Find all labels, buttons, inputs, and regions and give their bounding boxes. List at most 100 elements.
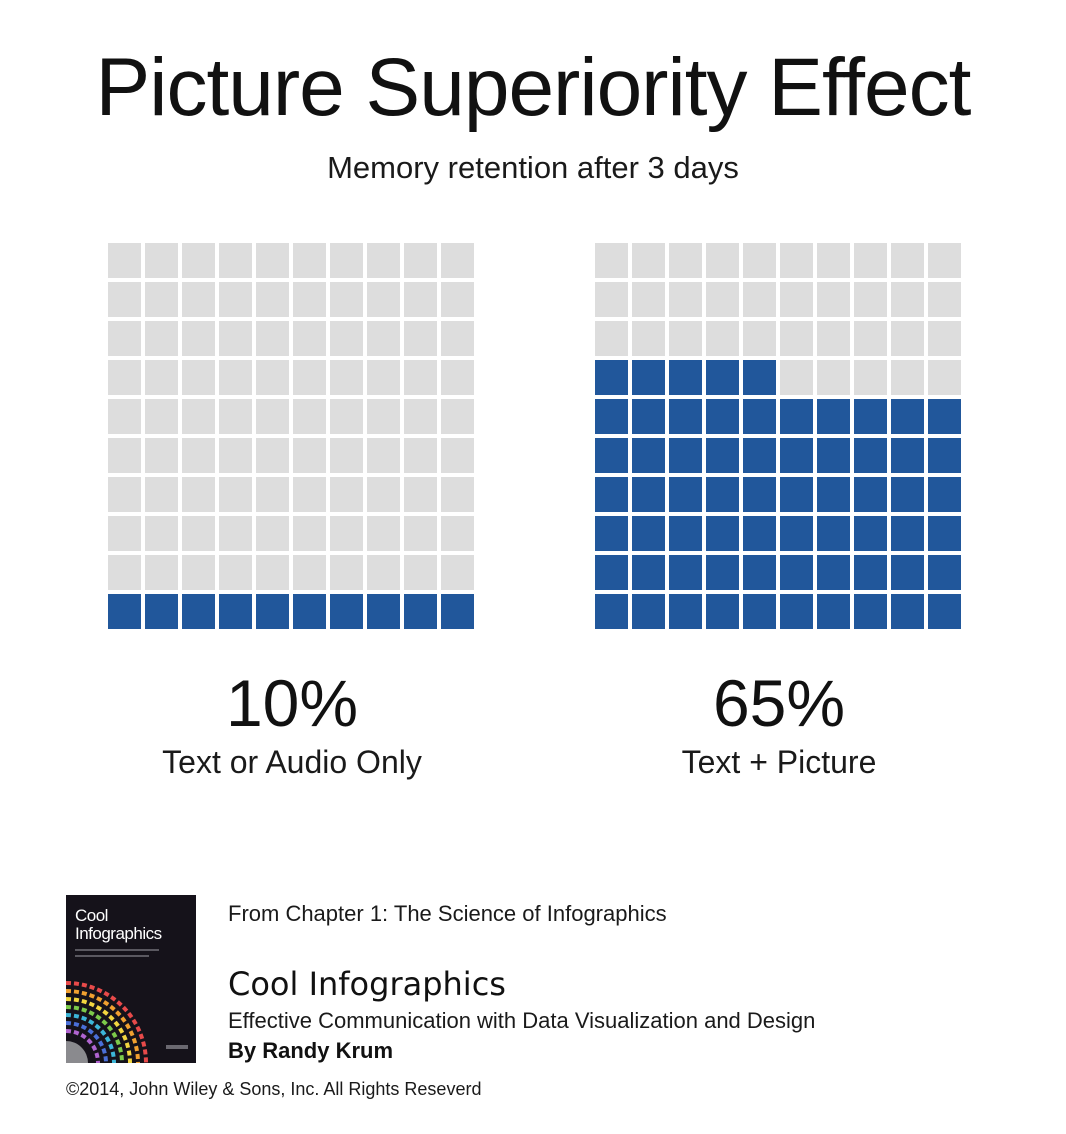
- waffle-cell-empty: [891, 321, 924, 356]
- value-label-text-or-audio-only: 10%: [225, 666, 359, 740]
- waffle-cell-filled: [817, 438, 850, 473]
- waffle-cell-empty: [854, 360, 887, 395]
- waffle-cell-empty: [256, 516, 289, 551]
- waffle-grid-text-or-audio-only: [108, 243, 478, 633]
- waffle-cell-empty: [367, 282, 400, 317]
- waffle-cell-filled: [108, 594, 141, 629]
- chart-title: Picture Superiority Effect: [95, 42, 972, 133]
- waffle-cell-empty: [891, 243, 924, 278]
- waffle-cell-empty: [108, 438, 141, 473]
- waffle-cell-filled: [706, 477, 739, 512]
- waffle-cell-filled: [743, 360, 776, 395]
- waffle-cell-empty: [595, 282, 628, 317]
- waffle-cell-empty: [145, 516, 178, 551]
- waffle-cell-empty: [182, 516, 215, 551]
- waffle-cell-empty: [108, 399, 141, 434]
- book-author: By Randy Krum: [228, 1038, 394, 1063]
- waffle-cell-empty: [595, 243, 628, 278]
- waffle-cell-empty: [706, 321, 739, 356]
- waffle-cell-filled: [891, 594, 924, 629]
- waffle-cell-filled: [780, 399, 813, 434]
- waffle-cell-empty: [441, 555, 474, 590]
- waffle-cell-filled: [441, 594, 474, 629]
- waffle-cell-empty: [441, 243, 474, 278]
- waffle-cell-empty: [367, 438, 400, 473]
- waffle-cell-empty: [441, 477, 474, 512]
- waffle-cell-filled: [706, 399, 739, 434]
- waffle-cell-empty: [330, 243, 363, 278]
- waffle-cell-empty: [404, 555, 437, 590]
- waffle-cell-empty: [330, 321, 363, 356]
- waffle-cell-empty: [145, 477, 178, 512]
- waffle-cell-filled: [632, 399, 665, 434]
- waffle-cell-filled: [595, 594, 628, 629]
- waffle-cell-empty: [182, 438, 215, 473]
- waffle-cell-empty: [293, 282, 326, 317]
- waffle-cell-empty: [404, 321, 437, 356]
- waffle-cell-empty: [108, 516, 141, 551]
- waffle-cell-empty: [256, 477, 289, 512]
- waffle-cell-empty: [293, 555, 326, 590]
- waffle-cell-empty: [743, 321, 776, 356]
- waffle-cell-filled: [928, 555, 961, 590]
- waffle-cell-filled: [669, 516, 702, 551]
- waffle-cell-empty: [108, 360, 141, 395]
- waffle-cell-empty: [854, 243, 887, 278]
- waffle-cell-empty: [404, 243, 437, 278]
- waffle-cell-empty: [108, 321, 141, 356]
- waffle-cell-filled: [706, 438, 739, 473]
- waffle-cell-filled: [854, 594, 887, 629]
- waffle-cell-filled: [219, 594, 252, 629]
- waffle-cell-empty: [441, 399, 474, 434]
- waffle-cell-empty: [404, 399, 437, 434]
- waffle-cell-filled: [817, 594, 850, 629]
- waffle-cell-empty: [817, 243, 850, 278]
- waffle-cell-empty: [404, 282, 437, 317]
- waffle-cell-filled: [743, 516, 776, 551]
- waffle-cell-empty: [293, 321, 326, 356]
- waffle-cell-empty: [928, 282, 961, 317]
- waffle-cell-filled: [706, 594, 739, 629]
- waffle-cell-filled: [743, 594, 776, 629]
- waffle-cell-empty: [632, 243, 665, 278]
- book-cover-image: Cool Infographics: [66, 895, 196, 1063]
- waffle-cell-empty: [145, 243, 178, 278]
- waffle-cell-empty: [404, 438, 437, 473]
- waffle-cell-empty: [182, 321, 215, 356]
- waffle-cell-empty: [330, 360, 363, 395]
- waffle-cell-empty: [669, 282, 702, 317]
- waffle-cell-empty: [145, 555, 178, 590]
- waffle-cell-empty: [441, 516, 474, 551]
- waffle-cell-empty: [595, 321, 628, 356]
- waffle-cell-empty: [367, 399, 400, 434]
- waffle-cell-filled: [293, 594, 326, 629]
- waffle-cell-filled: [854, 516, 887, 551]
- waffle-cell-empty: [219, 438, 252, 473]
- waffle-cell-filled: [928, 516, 961, 551]
- book-cover-text-line: [75, 955, 149, 957]
- waffle-cell-filled: [367, 594, 400, 629]
- waffle-cell-filled: [817, 477, 850, 512]
- waffle-cell-empty: [441, 360, 474, 395]
- waffle-cell-filled: [669, 594, 702, 629]
- waffle-cell-empty: [256, 399, 289, 434]
- waffle-cell-empty: [404, 516, 437, 551]
- waffle-cell-filled: [891, 516, 924, 551]
- book-cover-text-line: [75, 949, 159, 951]
- waffle-cell-empty: [780, 321, 813, 356]
- book-subtitle: Effective Communication with Data Visual…: [228, 1008, 816, 1033]
- waffle-cell-filled: [928, 594, 961, 629]
- waffle-cell-empty: [706, 243, 739, 278]
- waffle-cell-filled: [595, 477, 628, 512]
- category-label-text-plus-picture: Text + Picture: [681, 744, 877, 780]
- waffle-cell-empty: [293, 477, 326, 512]
- waffle-cell-filled: [928, 399, 961, 434]
- waffle-cell-empty: [219, 555, 252, 590]
- waffle-cell-empty: [817, 360, 850, 395]
- waffle-cell-empty: [145, 360, 178, 395]
- waffle-cell-empty: [367, 516, 400, 551]
- waffle-cell-filled: [595, 360, 628, 395]
- waffle-cell-filled: [632, 555, 665, 590]
- waffle-cell-filled: [780, 477, 813, 512]
- waffle-cell-filled: [669, 477, 702, 512]
